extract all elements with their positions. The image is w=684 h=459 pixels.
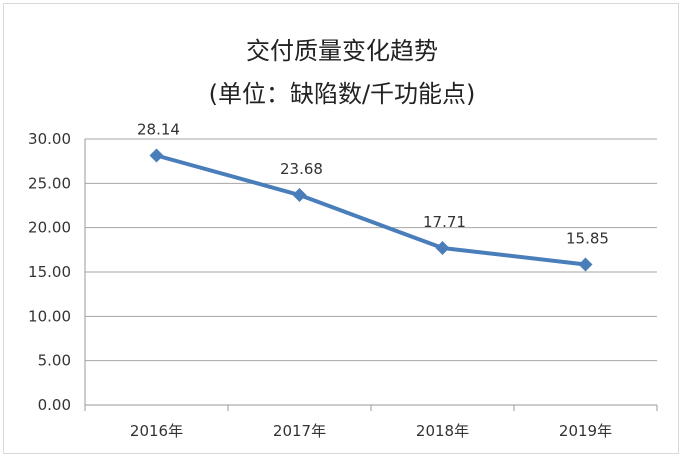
x-tick-label: 2017年: [273, 422, 326, 440]
y-tick-label: 20.00: [28, 219, 71, 237]
chart-subtitle: (单位：缺陷数/千功能点): [208, 80, 476, 108]
data-label: 17.71: [423, 213, 466, 231]
chart-title: 交付质量变化趋势: [246, 37, 438, 65]
x-tick-label: 2016年: [130, 422, 183, 440]
y-tick-label: 10.00: [28, 307, 71, 325]
y-tick-label: 15.00: [28, 263, 71, 281]
chart-frame: [3, 3, 679, 454]
x-tick-label: 2019年: [559, 422, 612, 440]
y-tick-label: 30.00: [28, 130, 71, 148]
data-label: 23.68: [280, 160, 323, 178]
data-point-marker: [149, 148, 164, 163]
data-label: 28.14: [137, 120, 180, 138]
y-tick-label: 5.00: [38, 352, 71, 370]
x-tick-label: 2018年: [416, 422, 469, 440]
data-point-marker: [435, 240, 450, 255]
y-tick-label: 25.00: [28, 174, 71, 192]
y-tick-label: 0.00: [38, 396, 71, 414]
data-point-marker: [578, 257, 593, 272]
data-label: 15.85: [566, 229, 609, 247]
data-point-marker: [292, 188, 307, 203]
series-line: [154, 153, 588, 267]
